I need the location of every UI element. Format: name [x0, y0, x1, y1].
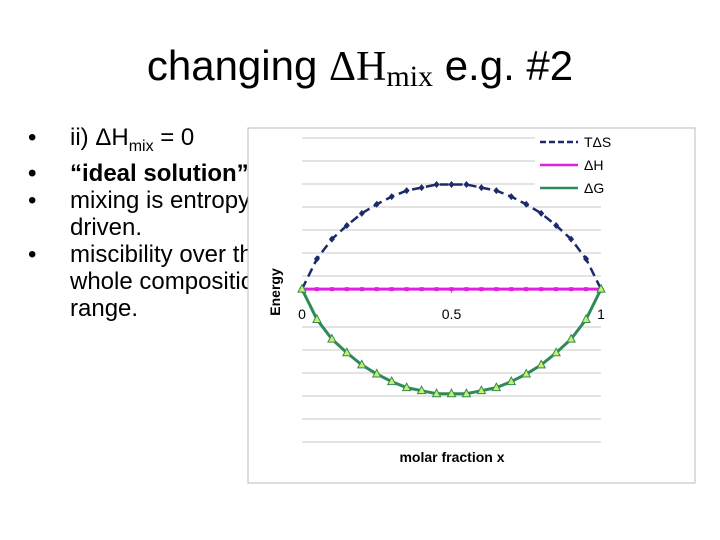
series-line	[300, 183, 603, 290]
point	[506, 376, 517, 386]
point	[434, 287, 439, 292]
point	[596, 283, 606, 293]
x-tick-label: 0	[298, 306, 306, 322]
point	[523, 200, 530, 208]
point	[342, 347, 352, 357]
point	[479, 287, 484, 292]
point	[569, 287, 574, 292]
point	[314, 287, 319, 292]
x-tick-label: 1	[597, 306, 605, 322]
point	[418, 184, 425, 192]
point	[584, 287, 589, 292]
point	[568, 235, 575, 243]
bullet: mixing is entropy driven.	[28, 187, 275, 241]
point	[508, 193, 515, 201]
bullet-text: = 0	[153, 124, 195, 151]
bullet: ii) ΔHmix = 0	[28, 124, 275, 160]
point	[433, 181, 440, 189]
point	[386, 376, 397, 386]
point	[581, 313, 591, 323]
title-text: changing	[146, 42, 330, 89]
x-tick-label: 0.5	[442, 306, 462, 322]
point	[539, 287, 544, 292]
point	[404, 287, 409, 292]
point	[297, 283, 307, 293]
point	[329, 287, 334, 292]
point	[553, 221, 560, 229]
point	[343, 221, 350, 229]
point	[491, 382, 502, 392]
point	[358, 209, 365, 217]
point	[464, 287, 469, 292]
bullet-subscript: mix	[128, 137, 154, 155]
point	[461, 388, 472, 398]
point	[554, 287, 559, 292]
point	[327, 333, 337, 343]
chart-frame	[247, 127, 696, 484]
y-axis-label: Energy	[267, 268, 283, 316]
title-symbol: ΔH	[329, 44, 387, 90]
point	[521, 368, 532, 378]
point	[476, 385, 487, 395]
x-axis-label: molar fraction x	[399, 449, 504, 465]
point	[389, 287, 394, 292]
legend-label: ΔH	[584, 157, 603, 173]
point	[446, 388, 457, 398]
legend-label: ΔG	[584, 180, 604, 196]
point	[313, 255, 320, 263]
bullet: “ideal solution”	[28, 160, 275, 187]
point	[509, 287, 514, 292]
slide-title: changing ΔHmix e.g. #2	[0, 42, 720, 94]
title-subscript: mix	[386, 60, 434, 93]
point	[538, 209, 545, 217]
point	[551, 347, 561, 357]
point	[583, 255, 590, 263]
point	[401, 382, 412, 392]
point	[449, 287, 454, 292]
point	[431, 388, 442, 398]
point	[373, 200, 380, 208]
point	[344, 287, 349, 292]
point	[494, 287, 499, 292]
bullet-text: ii) ΔH	[70, 124, 129, 151]
point	[359, 287, 364, 292]
point	[356, 359, 367, 369]
bullet-list: ii) ΔHmix = 0 “ideal solution” mixing is…	[28, 124, 275, 322]
point	[371, 368, 382, 378]
point	[312, 313, 322, 323]
point	[478, 184, 485, 192]
point	[536, 359, 547, 369]
bullet: miscibility over the whole composition r…	[28, 241, 275, 322]
point	[463, 181, 470, 189]
point	[493, 187, 500, 195]
legend-label: TΔS	[584, 134, 611, 150]
title-text: e.g. #2	[433, 42, 574, 89]
point	[566, 333, 576, 343]
point	[448, 181, 455, 189]
point	[403, 187, 410, 195]
point	[524, 287, 529, 292]
point	[328, 235, 335, 243]
point	[374, 287, 379, 292]
point	[419, 287, 424, 292]
point	[388, 193, 395, 201]
point	[416, 385, 427, 395]
